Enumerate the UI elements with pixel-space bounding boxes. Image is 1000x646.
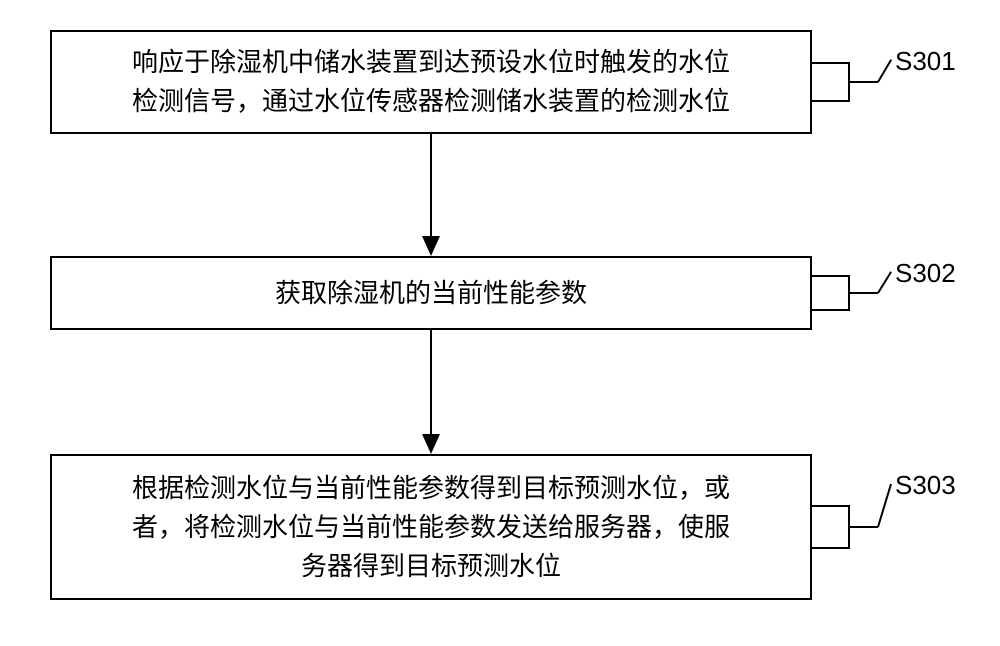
- step-label-s302: S302: [895, 258, 956, 289]
- brace-slant-line: [877, 59, 892, 82]
- step-label-s301: S301: [895, 46, 956, 77]
- brace-lead-line: [850, 292, 878, 294]
- arrow-head-icon: [422, 434, 440, 454]
- brace-connector: [812, 275, 850, 311]
- brace-slant-line: [877, 484, 892, 528]
- brace-connector: [812, 62, 850, 102]
- flow-step-s303: 根据检测水位与当前性能参数得到目标预测水位，或 者，将检测水位与当前性能参数发送…: [50, 454, 812, 600]
- flow-step-s301: 响应于除湿机中储水装置到达预设水位时触发的水位 检测信号，通过水位传感器检测储水…: [50, 30, 812, 134]
- brace-lead-line: [850, 526, 878, 528]
- step-label-s303: S303: [895, 470, 956, 501]
- flow-step-text: 获取除湿机的当前性能参数: [275, 274, 587, 313]
- flow-step-text: 根据检测水位与当前性能参数得到目标预测水位，或 者，将检测水位与当前性能参数发送…: [132, 469, 730, 586]
- flow-step-text: 响应于除湿机中储水装置到达预设水位时触发的水位 检测信号，通过水位传感器检测储水…: [132, 43, 730, 121]
- brace-connector: [812, 505, 850, 549]
- brace-slant-line: [877, 271, 892, 293]
- flow-step-s302: 获取除湿机的当前性能参数: [50, 256, 812, 330]
- brace-lead-line: [850, 81, 878, 83]
- arrow-head-icon: [422, 236, 440, 256]
